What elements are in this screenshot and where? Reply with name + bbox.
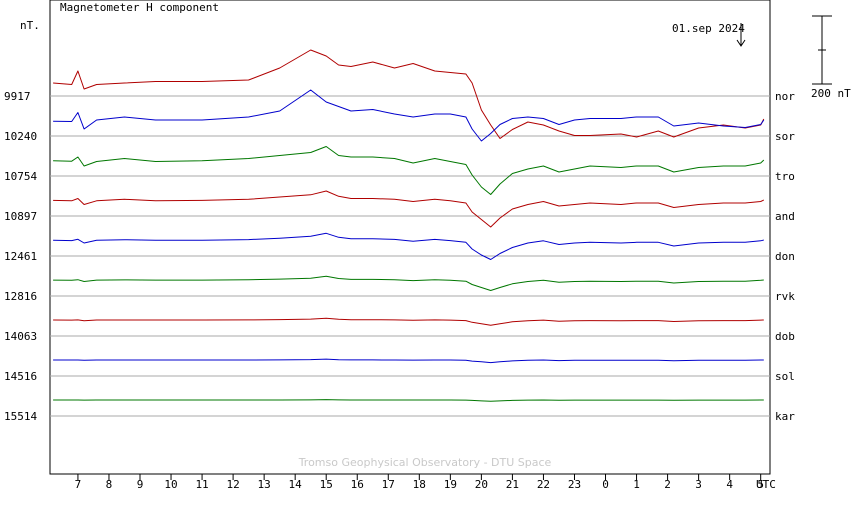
baseline-value-nor: 9917 — [4, 90, 31, 103]
series-line-dob — [53, 317, 764, 326]
baseline-value-kar: 15514 — [4, 410, 37, 423]
x-tick-label: 1 — [633, 478, 640, 491]
x-tick-label: 2 — [664, 478, 671, 491]
x-axis-unit-label: UTC — [756, 478, 776, 491]
series-line-sor — [53, 89, 765, 142]
date-label: 01.sep 2024 — [672, 22, 745, 35]
x-tick-label: 15 — [320, 478, 333, 491]
x-tick-label: 8 — [106, 478, 113, 491]
x-tick-label: 16 — [351, 478, 364, 491]
series-line-rvk — [53, 275, 764, 291]
station-label-don: don — [775, 250, 795, 263]
arrow-down-icon — [736, 39, 746, 47]
series-line-and — [53, 190, 765, 228]
baseline-value-sor: 10240 — [4, 130, 37, 143]
station-label-sol: sol — [775, 370, 795, 383]
baseline-value-sol: 14516 — [4, 370, 37, 383]
station-label-dob: dob — [775, 330, 795, 343]
baseline-value-and: 10897 — [4, 210, 37, 223]
x-tick-label: 9 — [137, 478, 144, 491]
x-tick-label: 0 — [602, 478, 609, 491]
x-tick-label: 17 — [382, 478, 395, 491]
x-tick-label: 13 — [258, 478, 271, 491]
station-label-kar: kar — [775, 410, 795, 423]
baseline-value-rvk: 12816 — [4, 290, 37, 303]
baseline-value-don: 12461 — [4, 250, 37, 263]
x-tick-label: 4 — [726, 478, 733, 491]
scale-bar-label: 200 nT — [811, 87, 851, 100]
x-tick-label: 19 — [444, 478, 457, 491]
plot-frame — [49, 0, 771, 475]
x-tick-label: 22 — [537, 478, 550, 491]
x-tick-label: 23 — [568, 478, 581, 491]
x-tick-label: 21 — [506, 478, 519, 491]
series-line-sol — [53, 358, 764, 364]
station-label-tro: tro — [775, 170, 795, 183]
x-tick-label: 20 — [475, 478, 488, 491]
x-tick-label: 14 — [289, 478, 303, 491]
x-tick-label: 10 — [164, 478, 177, 491]
series-line-don — [53, 232, 764, 260]
y-axis-unit-label: nT. — [20, 19, 40, 32]
chart-title: Magnetometer H component — [60, 1, 219, 14]
station-label-sor: sor — [775, 130, 795, 143]
series-line-kar — [53, 399, 764, 402]
station-label-rvk: rvk — [775, 290, 795, 303]
baseline-value-tro: 10754 — [4, 170, 37, 183]
station-label-and: and — [775, 210, 795, 223]
baseline-value-dob: 14063 — [4, 330, 37, 343]
series-line-tro — [53, 146, 765, 195]
station-label-nor: nor — [775, 90, 795, 103]
x-tick-label: 3 — [695, 478, 702, 491]
x-tick-label: 18 — [413, 478, 426, 491]
x-tick-label: 12 — [226, 478, 239, 491]
x-tick-label: 5 — [757, 478, 764, 491]
x-tick-label: 7 — [75, 478, 82, 491]
x-tick-label: 11 — [195, 478, 208, 491]
credit-watermark: Tromso Geophysical Observatory - DTU Spa… — [298, 456, 552, 469]
series-line-nor — [53, 49, 765, 139]
